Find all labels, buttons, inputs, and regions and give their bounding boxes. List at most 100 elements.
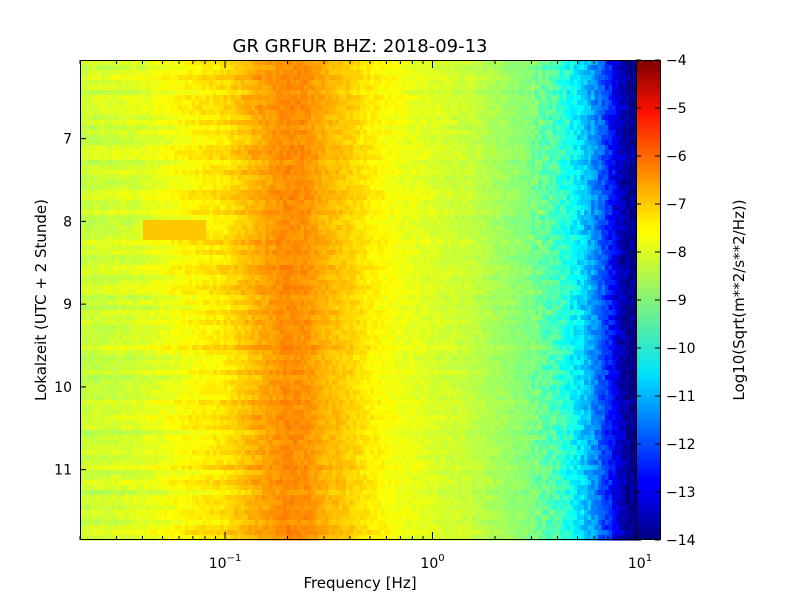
heatmap-cell bbox=[146, 215, 151, 221]
heatmap-cell bbox=[104, 135, 109, 141]
heatmap-cell bbox=[255, 140, 260, 146]
heatmap-cell bbox=[262, 105, 267, 111]
heatmap-cell bbox=[458, 150, 463, 156]
heatmap-cell bbox=[598, 210, 603, 216]
heatmap-cell bbox=[472, 130, 477, 136]
heatmap-cell bbox=[272, 185, 277, 191]
heatmap-cell bbox=[178, 150, 183, 156]
heatmap-cell bbox=[391, 190, 396, 196]
heatmap-cell bbox=[234, 85, 239, 91]
heatmap-cell bbox=[80, 125, 85, 131]
heatmap-cell bbox=[83, 110, 88, 116]
heatmap-cell bbox=[356, 85, 361, 91]
heatmap-cell bbox=[185, 190, 190, 196]
heatmap-cell bbox=[318, 195, 323, 201]
heatmap-cell bbox=[363, 85, 368, 91]
heatmap-cell bbox=[139, 110, 144, 116]
heatmap-cell bbox=[370, 140, 375, 146]
heatmap-cell bbox=[297, 80, 302, 86]
heatmap-cell bbox=[570, 90, 575, 96]
heatmap-cell bbox=[136, 140, 141, 146]
heatmap-cell bbox=[342, 145, 347, 151]
heatmap-cell bbox=[605, 65, 610, 71]
heatmap-cell bbox=[472, 90, 477, 96]
heatmap-cell bbox=[332, 210, 337, 216]
heatmap-cell bbox=[612, 65, 617, 71]
heatmap-cell bbox=[101, 180, 106, 186]
heatmap-cell bbox=[346, 145, 351, 151]
heatmap-cell bbox=[174, 100, 179, 106]
heatmap-cell bbox=[80, 60, 85, 66]
heatmap-cell bbox=[615, 140, 620, 146]
heatmap-cell bbox=[234, 190, 239, 196]
heatmap-cell bbox=[143, 135, 148, 141]
heatmap-cell bbox=[335, 165, 340, 171]
heatmap-cell bbox=[360, 165, 365, 171]
heatmap-cell bbox=[174, 125, 179, 131]
heatmap-cell bbox=[318, 70, 323, 76]
heatmap-cell bbox=[314, 170, 319, 176]
heatmap-cell bbox=[209, 205, 214, 211]
heatmap-cell bbox=[552, 100, 557, 106]
heatmap-cell bbox=[94, 80, 99, 86]
heatmap-cell bbox=[479, 110, 484, 116]
heatmap-cell bbox=[234, 160, 239, 166]
heatmap-cell bbox=[290, 165, 295, 171]
heatmap-cell bbox=[402, 95, 407, 101]
heatmap-cell bbox=[510, 185, 515, 191]
heatmap-cell bbox=[164, 80, 169, 86]
heatmap-cell bbox=[300, 90, 305, 96]
heatmap-cell bbox=[542, 80, 547, 86]
heatmap-cell bbox=[629, 180, 634, 186]
heatmap-cell bbox=[129, 75, 134, 81]
heatmap-cell bbox=[447, 60, 452, 66]
heatmap-cell bbox=[220, 160, 225, 166]
heatmap-cell bbox=[328, 160, 333, 166]
heatmap-cell bbox=[349, 75, 354, 81]
heatmap-cell bbox=[164, 195, 169, 201]
heatmap-cell bbox=[104, 115, 109, 121]
heatmap-cell bbox=[136, 165, 141, 171]
heatmap-cell bbox=[402, 165, 407, 171]
heatmap-cell bbox=[346, 65, 351, 71]
heatmap-cell bbox=[300, 85, 305, 91]
heatmap-cell bbox=[615, 200, 620, 206]
heatmap-cell bbox=[622, 125, 627, 131]
heatmap-cell bbox=[626, 200, 631, 206]
heatmap-cell bbox=[150, 60, 155, 66]
heatmap-cell bbox=[346, 160, 351, 166]
heatmap-cell bbox=[388, 65, 393, 71]
heatmap-cell bbox=[94, 95, 99, 101]
heatmap-cell bbox=[426, 200, 431, 206]
heatmap-cell bbox=[174, 170, 179, 176]
heatmap-cell bbox=[349, 70, 354, 76]
heatmap-cell bbox=[503, 195, 508, 201]
heatmap-cell bbox=[363, 120, 368, 126]
heatmap-cell bbox=[493, 150, 498, 156]
heatmap-cell bbox=[251, 155, 256, 161]
heatmap-cell bbox=[118, 150, 123, 156]
heatmap-cell bbox=[251, 165, 256, 171]
heatmap-cell bbox=[601, 130, 606, 136]
heatmap-cell bbox=[528, 180, 533, 186]
heatmap-cell bbox=[468, 195, 473, 201]
heatmap-cell bbox=[447, 85, 452, 91]
heatmap-cell bbox=[269, 75, 274, 81]
heatmap-cell bbox=[111, 95, 116, 101]
heatmap-cell bbox=[139, 120, 144, 126]
heatmap-cell bbox=[206, 120, 211, 126]
heatmap-cell bbox=[584, 145, 589, 151]
heatmap-cell bbox=[437, 135, 442, 141]
heatmap-cell bbox=[146, 200, 151, 206]
heatmap-cell bbox=[80, 185, 85, 191]
heatmap-cell bbox=[241, 205, 246, 211]
heatmap-cell bbox=[318, 180, 323, 186]
heatmap-cell bbox=[265, 80, 270, 86]
heatmap-cell bbox=[311, 135, 316, 141]
heatmap-cell bbox=[601, 85, 606, 91]
heatmap-cell bbox=[153, 70, 158, 76]
heatmap-cell bbox=[594, 120, 599, 126]
heatmap-cell bbox=[591, 210, 596, 216]
heatmap-cell bbox=[521, 80, 526, 86]
heatmap-cell bbox=[251, 60, 256, 66]
